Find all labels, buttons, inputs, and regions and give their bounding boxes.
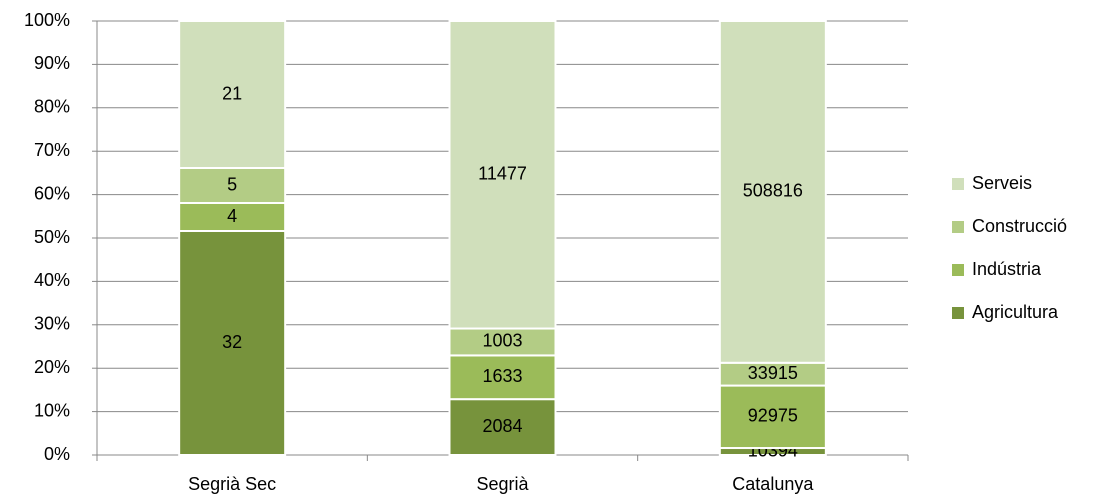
x-tick-label: Segrià Sec <box>188 474 276 494</box>
data-label: 4 <box>227 206 237 226</box>
data-label: 1633 <box>482 366 522 386</box>
data-label: 21 <box>222 83 242 103</box>
data-label: 5 <box>227 174 237 194</box>
bar-segment <box>448 20 557 330</box>
y-tick-label: 100% <box>24 10 70 30</box>
legend-swatch <box>952 307 964 319</box>
legend-label: Indústria <box>972 259 1042 279</box>
y-tick-label: 60% <box>34 183 70 203</box>
data-label: 11477 <box>478 164 527 184</box>
y-tick-label: 80% <box>34 97 70 117</box>
y-tick-label: 40% <box>34 270 70 290</box>
data-label: 1003 <box>482 331 522 351</box>
data-label: 33915 <box>748 363 798 383</box>
legend-swatch <box>952 264 964 276</box>
bar-segment <box>178 230 287 456</box>
legend-label: Serveis <box>972 173 1032 193</box>
y-tick-label: 70% <box>34 140 70 160</box>
x-tick-label: Segrià <box>476 474 529 494</box>
data-label: 508816 <box>743 181 803 201</box>
data-label: 92975 <box>748 406 798 426</box>
y-tick-label: 20% <box>34 357 70 377</box>
x-tick-label: Catalunya <box>732 474 814 494</box>
bar-segment <box>448 354 557 401</box>
bar-segment <box>718 384 827 450</box>
legend-label: Agricultura <box>972 302 1059 322</box>
y-tick-label: 30% <box>34 314 70 334</box>
data-label: 2084 <box>482 416 522 436</box>
legend-label: Construcció <box>972 216 1067 236</box>
bar-segment <box>178 167 287 204</box>
bar-segment <box>178 20 287 169</box>
bar-segment <box>448 398 557 456</box>
legend-swatch <box>952 178 964 190</box>
y-tick-label: 0% <box>44 444 70 464</box>
bar-segment <box>178 202 287 232</box>
legend-swatch <box>952 221 964 233</box>
y-tick-label: 50% <box>34 227 70 247</box>
data-label: 32 <box>222 332 242 352</box>
y-tick-label: 10% <box>34 400 70 420</box>
y-tick-label: 90% <box>34 53 70 73</box>
bar-segment <box>718 20 827 364</box>
